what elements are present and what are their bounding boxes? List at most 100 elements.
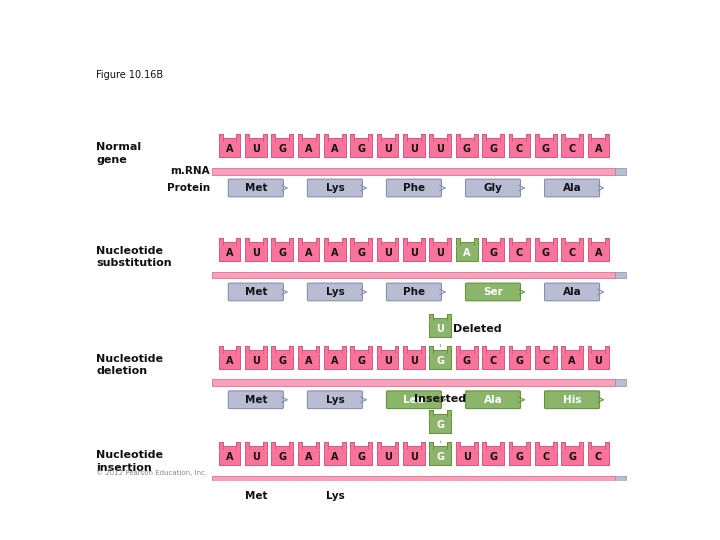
Bar	[588, 447, 609, 450]
Bar	[482, 354, 504, 369]
Bar	[561, 134, 565, 142]
Text: G: G	[489, 248, 497, 259]
Bar	[315, 134, 320, 142]
Bar	[456, 142, 477, 157]
Bar	[535, 447, 557, 450]
Bar	[351, 350, 372, 354]
Bar	[606, 442, 609, 450]
Bar	[297, 346, 302, 354]
Text: G: G	[278, 453, 287, 462]
Bar	[429, 350, 451, 354]
Bar	[297, 138, 320, 142]
Bar	[245, 134, 249, 142]
Text: His: His	[563, 491, 581, 501]
Bar	[447, 410, 451, 417]
Text: C: C	[516, 145, 523, 154]
Bar	[297, 354, 320, 369]
Text: U: U	[410, 248, 418, 259]
Text: G: G	[357, 453, 365, 462]
Bar	[561, 238, 565, 246]
Bar	[403, 442, 407, 450]
Text: Figure 10.16B: Figure 10.16B	[96, 70, 163, 80]
Bar	[508, 350, 530, 354]
Bar	[561, 350, 583, 354]
Bar	[456, 242, 477, 246]
Text: A: A	[305, 453, 312, 462]
Bar	[219, 142, 240, 157]
Bar	[474, 442, 477, 450]
Bar	[212, 272, 616, 279]
Bar	[289, 134, 293, 142]
Bar	[212, 379, 616, 386]
Text: Nucleotide
insertion: Nucleotide insertion	[96, 450, 163, 472]
Bar	[482, 450, 504, 465]
Text: Met: Met	[245, 183, 267, 193]
Text: A: A	[463, 248, 470, 259]
Text: C: C	[595, 453, 602, 462]
Bar	[351, 246, 372, 261]
Text: U: U	[252, 248, 260, 259]
Bar	[588, 246, 609, 261]
Bar	[456, 442, 459, 450]
FancyBboxPatch shape	[466, 179, 521, 197]
Bar	[403, 238, 407, 246]
Bar	[421, 134, 425, 142]
Bar	[403, 346, 407, 354]
Bar	[421, 238, 425, 246]
Text: A: A	[226, 145, 233, 154]
Text: G: G	[357, 145, 365, 154]
Bar	[297, 242, 320, 246]
Bar	[351, 442, 354, 450]
Bar	[236, 238, 240, 246]
Bar	[377, 246, 398, 261]
Bar	[245, 447, 266, 450]
Bar	[535, 350, 557, 354]
Bar	[377, 238, 381, 246]
Bar	[500, 346, 504, 354]
Bar	[526, 238, 530, 246]
Bar	[588, 346, 591, 354]
Text: Ala: Ala	[562, 183, 582, 193]
Text: U: U	[436, 324, 444, 334]
Text: U: U	[384, 145, 392, 154]
Text: G: G	[436, 420, 444, 430]
Bar	[263, 442, 266, 450]
Bar	[324, 450, 346, 465]
Bar	[429, 318, 451, 321]
Bar	[447, 314, 451, 321]
Bar	[245, 242, 266, 246]
Text: Gly: Gly	[484, 183, 503, 193]
Text: G: G	[516, 453, 523, 462]
Bar	[297, 238, 302, 246]
Text: G: G	[516, 356, 523, 366]
FancyBboxPatch shape	[387, 391, 441, 409]
Bar	[456, 246, 477, 261]
Text: Phe: Phe	[403, 183, 425, 193]
Text: G: G	[357, 356, 365, 366]
FancyBboxPatch shape	[387, 487, 441, 505]
Bar	[403, 138, 425, 142]
Text: C: C	[568, 248, 576, 259]
Bar	[561, 354, 583, 369]
Text: A: A	[226, 356, 233, 366]
Bar	[263, 134, 266, 142]
Bar	[368, 238, 372, 246]
Text: G: G	[489, 453, 497, 462]
Bar	[219, 346, 222, 354]
Text: Leu: Leu	[403, 491, 425, 501]
Bar	[456, 238, 459, 246]
Bar	[429, 450, 451, 465]
Bar	[271, 354, 293, 369]
Bar	[500, 442, 504, 450]
Text: Nucleotide
deletion: Nucleotide deletion	[96, 354, 163, 376]
Bar	[429, 447, 451, 450]
Bar	[561, 442, 565, 450]
Bar	[245, 238, 249, 246]
Bar	[245, 354, 266, 369]
FancyBboxPatch shape	[387, 283, 441, 301]
Bar	[606, 346, 609, 354]
Bar	[482, 346, 486, 354]
Bar	[508, 442, 513, 450]
Bar	[500, 238, 504, 246]
Bar	[561, 246, 583, 261]
